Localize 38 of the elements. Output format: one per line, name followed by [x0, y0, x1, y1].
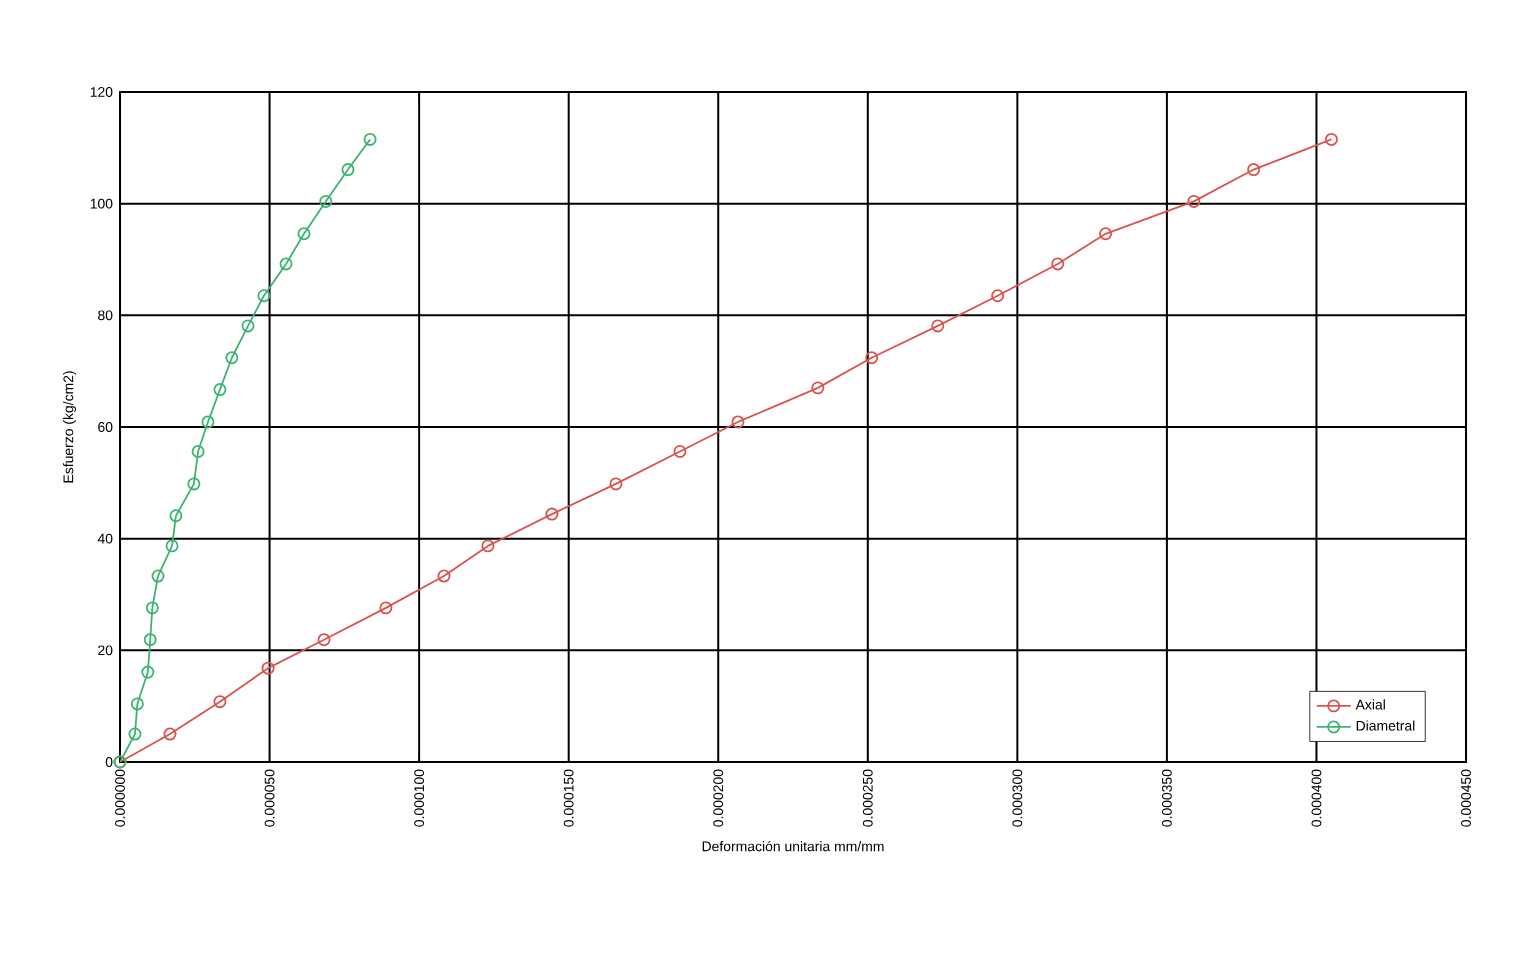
point: [261, 661, 275, 675]
point: [1099, 227, 1113, 241]
point: [931, 319, 945, 333]
point: [865, 351, 879, 365]
point: [1187, 194, 1201, 208]
point: [187, 477, 201, 491]
point: [731, 415, 745, 429]
point: [545, 507, 559, 521]
point: [341, 163, 355, 177]
point: [673, 445, 687, 459]
point: [130, 697, 144, 711]
point: [225, 351, 239, 365]
point: [297, 227, 311, 241]
point: [141, 665, 155, 679]
point: [319, 194, 333, 208]
point: [1247, 163, 1261, 177]
point: [811, 381, 825, 395]
point: [317, 633, 331, 647]
point: [163, 727, 177, 741]
point: [1051, 257, 1065, 271]
point: [241, 319, 255, 333]
point: [991, 289, 1005, 303]
point: [165, 539, 179, 553]
point: [609, 477, 623, 491]
point: [191, 445, 205, 459]
point: [257, 289, 271, 303]
point: [169, 509, 183, 523]
point: [481, 539, 495, 553]
point: [379, 601, 393, 615]
point: [437, 569, 451, 583]
point: [213, 383, 227, 397]
point: [279, 257, 293, 271]
point: [201, 415, 215, 429]
point: [128, 727, 142, 741]
point: [213, 695, 227, 709]
point: [145, 601, 159, 615]
point: [143, 633, 157, 647]
point: [151, 569, 165, 583]
